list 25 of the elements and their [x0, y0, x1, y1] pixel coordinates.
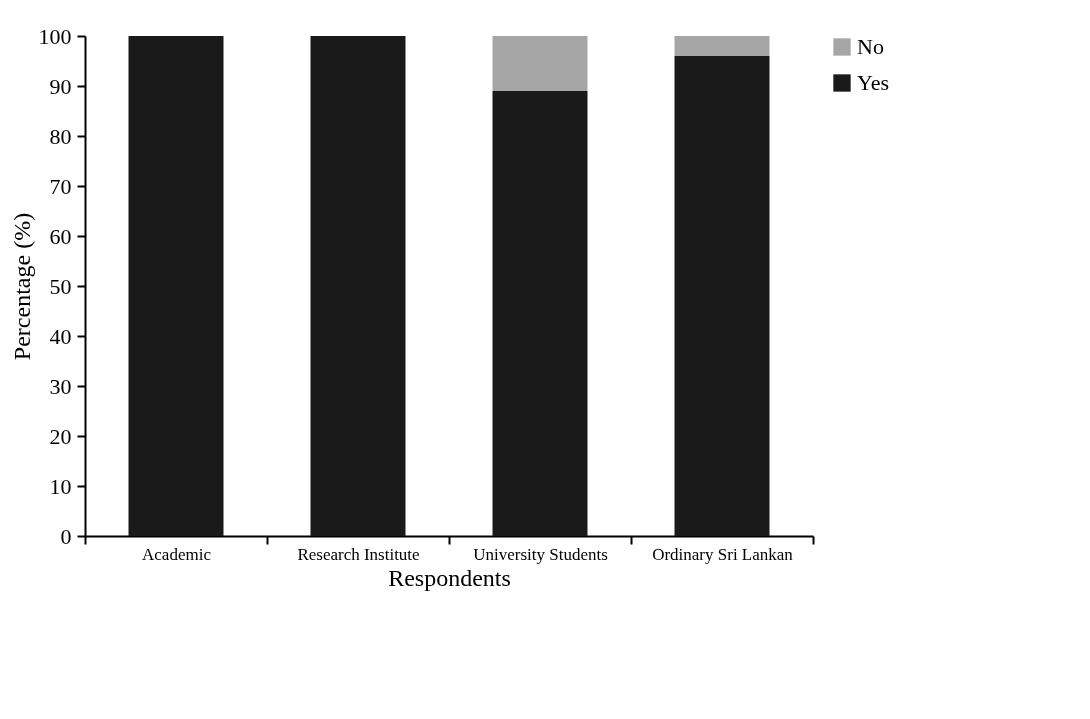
y-tick-label: 80 [49, 123, 72, 149]
y-tick-label: 50 [49, 273, 72, 299]
x-tick-label: Academic [142, 544, 212, 564]
y-tick-label: 20 [49, 423, 72, 449]
y-axis-title: Percentage (%) [8, 212, 35, 361]
y-tick-label: 90 [49, 73, 72, 99]
bar [492, 36, 588, 91]
bar [492, 91, 588, 536]
y-tick-label: 100 [38, 23, 72, 49]
bar [674, 36, 770, 56]
bar [674, 56, 770, 536]
y-tick-label: 40 [49, 323, 72, 349]
legend-label: No [857, 34, 884, 59]
x-tick-label: University Students [473, 544, 608, 564]
x-axis-title: Respondents [388, 564, 511, 591]
legend-label: Yes [857, 70, 890, 95]
x-tick-label: Ordinary Sri Lankan [652, 544, 794, 564]
bar [128, 36, 224, 536]
bar [310, 36, 406, 536]
y-tick-label: 0 [60, 523, 72, 549]
x-tick-label: Research Institute [297, 544, 420, 564]
y-tick-label: 60 [49, 223, 72, 249]
y-tick-label: 30 [49, 373, 72, 399]
y-tick-label: 70 [49, 173, 72, 199]
y-tick-label: 10 [49, 473, 72, 499]
